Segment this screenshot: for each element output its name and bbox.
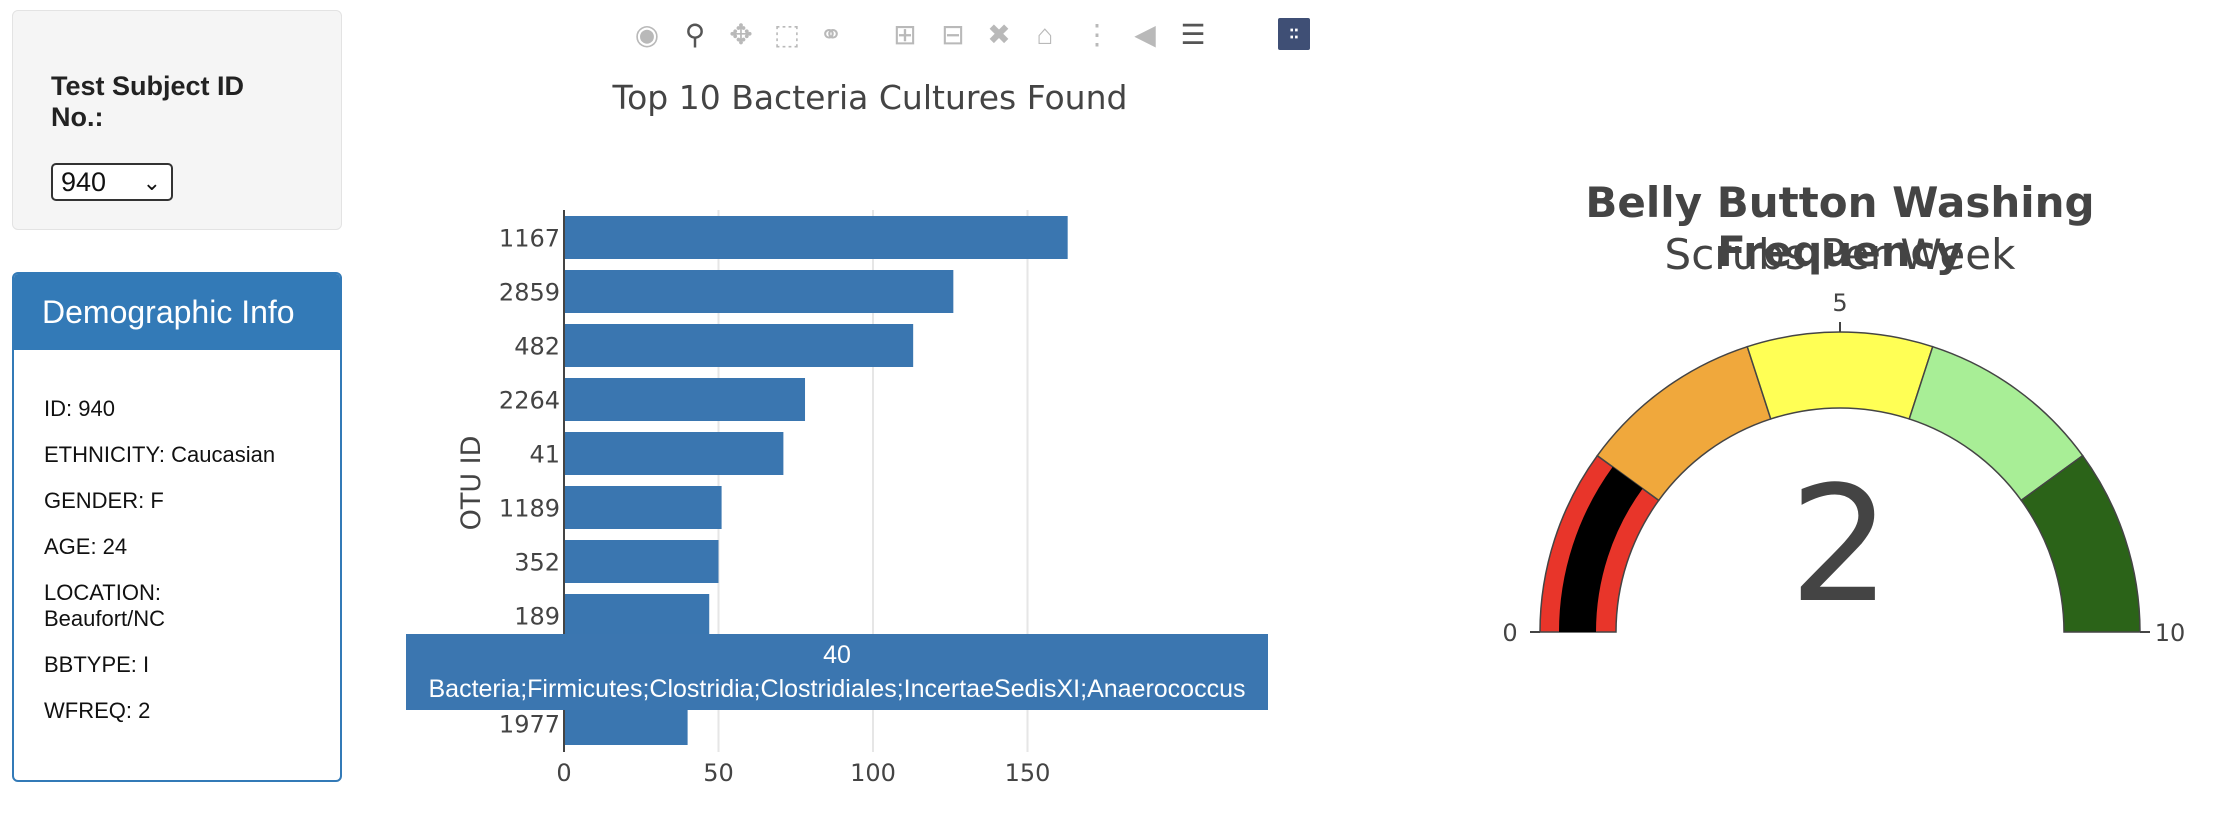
demo-row-age: AGE: 24 [44,534,128,559]
bar-otu-2859[interactable] [564,270,954,313]
y-tick-label: 1167 [499,225,560,253]
subject-selector-label: Test Subject ID No.: [51,71,245,132]
hover-compare-icon[interactable]: ☰ [1180,19,1206,50]
y-tick-label: 2859 [499,279,560,307]
autoscale-icon[interactable]: ✖ [987,19,1011,50]
hover-closest-icon[interactable]: ◀ [1134,19,1156,50]
x-tick-label: 0 [556,759,571,787]
demo-row-bbtype: BBTYPE: I [44,652,150,677]
y-tick-label: 482 [514,333,560,361]
bar-otu-41[interactable] [564,432,784,475]
plotly-logo-icon[interactable]: ∶∶ [1278,18,1310,50]
zoom-out-icon[interactable]: ⊟ [941,19,965,50]
demo-row-ethnicity: ETHNICITY: Caucasian [44,442,276,467]
demo-row-location: LOCATION: Beaufort/NC [44,580,166,631]
bar-otu-352[interactable] [564,540,719,583]
camera-icon[interactable]: ◉ [634,19,660,50]
zoom-in-icon[interactable]: ⊞ [893,19,917,50]
x-tick-label: 50 [703,759,734,787]
y-tick-label: 189 [514,603,560,631]
bar-hover-tooltip: 40 Bacteria;Firmicutes;Clostridia;Clostr… [406,634,1268,710]
gauge-value: 2 [1789,451,1891,638]
bar-chart-title: Top 10 Bacteria Cultures Found [612,78,1128,117]
bar-otu-1189[interactable] [564,486,722,529]
chevron-down-icon: ⌄ [142,170,161,195]
gauge-title: Belly Button Washing Frequency [1585,178,2095,276]
bar-otu-482[interactable] [564,324,914,367]
demographic-info-heading: Demographic Info [14,274,340,350]
subject-selector-panel: Test Subject ID No.: 940 ⌄ [12,10,342,230]
subject-id-value: 940 [61,167,107,197]
gauge-step [1746,331,1934,420]
x-tick-label: 100 [850,759,896,787]
y-tick-label: 1977 [499,711,560,739]
bar-otu-2264[interactable] [564,378,806,421]
hover-text: Bacteria;Firmicutes;Clostridia;Clostridi… [428,675,1246,703]
gauge-tick-label: 0 [1502,619,1517,647]
x-tick-label: 150 [1005,759,1051,787]
reset-axes-icon[interactable]: ⌂ [1036,19,1054,50]
y-axis-title: OTU ID [456,436,487,531]
pan-icon[interactable]: ✥ [729,19,753,50]
lasso-select-icon[interactable]: ⚭ [819,19,843,50]
zoom-icon[interactable]: ⚲ [684,19,706,50]
y-tick-label: 1189 [499,495,560,523]
hover-value: 40 [823,641,851,669]
demographic-info-panel: Demographic Info ID: 940 ETHNICITY: Cauc… [12,272,342,782]
bar-otu-189[interactable] [564,594,710,637]
y-tick-label: 2264 [499,387,560,415]
bar-otu-1167[interactable] [564,216,1068,259]
box-select-icon[interactable]: ⬚ [773,19,801,50]
demographic-info-list: ID: 940 ETHNICITY: Caucasian GENDER: F A… [14,350,340,724]
demo-row-gender: GENDER: F [44,488,164,513]
demo-row-wfreq: WFREQ: 2 [44,698,151,723]
gauge-tick-label: 5 [1832,289,1847,317]
demo-row-id: ID: 940 [44,396,115,421]
gauge-subtitle: Scrubs Per Week [1664,230,2016,279]
spike-lines-icon[interactable]: ⋮ [1083,19,1111,50]
gauge-tick-label: 10 [2155,619,2186,647]
subject-id-select[interactable]: 940 ⌄ [51,163,173,201]
y-tick-label: 352 [514,549,560,577]
gauge-value-bar [1559,466,1643,632]
y-tick-label: 41 [529,441,560,469]
